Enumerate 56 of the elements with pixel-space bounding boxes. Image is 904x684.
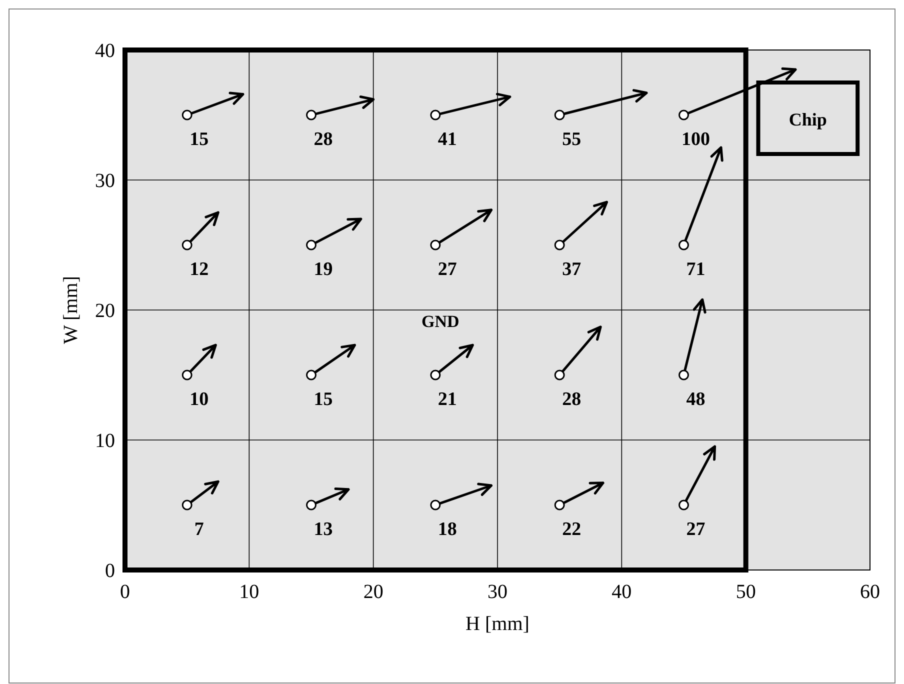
point xyxy=(430,500,441,510)
point xyxy=(678,240,689,250)
annotation: 48 xyxy=(686,389,706,410)
annotation: 22 xyxy=(562,519,582,540)
annotation: 41 xyxy=(438,129,457,150)
annotation: 15 xyxy=(314,389,333,410)
annotation: 28 xyxy=(314,129,333,150)
point xyxy=(306,240,316,250)
annotation: 13 xyxy=(314,519,333,540)
point xyxy=(306,110,316,120)
x-tick-label: 20 xyxy=(363,581,384,603)
annotation: 55 xyxy=(562,129,582,150)
point xyxy=(554,240,565,250)
x-axis-title: H [mm] xyxy=(466,613,530,635)
y-tick-label: 40 xyxy=(95,40,115,62)
annotation: 27 xyxy=(438,259,458,280)
annotation: 27 xyxy=(686,519,706,540)
annotation: GND xyxy=(421,312,460,331)
point xyxy=(306,370,316,380)
x-tick-label: 10 xyxy=(239,581,260,603)
x-tick-label: 30 xyxy=(488,581,508,603)
annotation: 28 xyxy=(562,389,582,410)
y-axis-title: W [mm] xyxy=(60,276,82,344)
annotation: 7 xyxy=(194,519,204,540)
point xyxy=(306,500,316,510)
point xyxy=(430,240,441,250)
x-tick-label: 0 xyxy=(120,581,130,603)
y-tick-label: 30 xyxy=(95,170,115,192)
point xyxy=(554,500,565,510)
y-tick-label: 20 xyxy=(95,300,115,322)
annotation: 12 xyxy=(190,259,209,280)
annotation: 37 xyxy=(562,259,582,280)
y-tick-label: 0 xyxy=(105,560,115,582)
y-tick-label: 10 xyxy=(95,430,115,452)
annotation: Chip xyxy=(788,109,827,130)
point xyxy=(678,500,689,510)
x-tick-label: 40 xyxy=(612,581,632,603)
x-tick-label: 50 xyxy=(736,581,756,603)
point xyxy=(182,500,192,510)
annotation: 21 xyxy=(438,389,457,410)
annotation: 19 xyxy=(314,259,333,280)
point xyxy=(182,240,192,250)
point xyxy=(678,370,689,380)
annotation: 15 xyxy=(190,129,209,150)
point xyxy=(182,110,192,120)
point xyxy=(554,110,565,120)
point xyxy=(554,370,565,380)
annotation: 18 xyxy=(438,519,457,540)
x-tick-label: 60 xyxy=(860,581,880,603)
point xyxy=(430,370,441,380)
point xyxy=(182,370,192,380)
point xyxy=(430,110,441,120)
annotation: 10 xyxy=(190,389,209,410)
point xyxy=(678,110,689,120)
annotation: 71 xyxy=(686,259,706,280)
annotation: 100 xyxy=(682,129,710,150)
